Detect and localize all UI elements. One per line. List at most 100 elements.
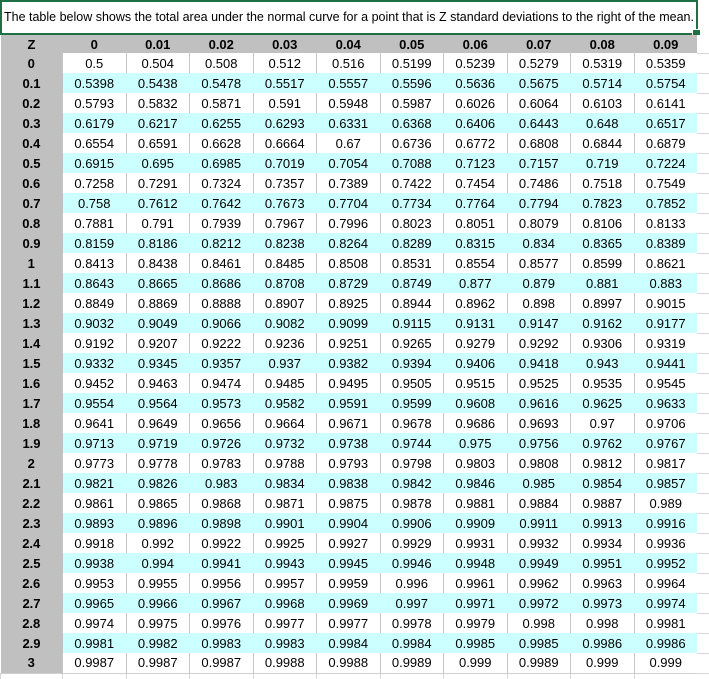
z-value-cell[interactable]: 0.9319 <box>633 333 698 353</box>
row-header[interactable]: 1.2 <box>0 293 63 313</box>
row-header[interactable]: 0 <box>0 53 63 73</box>
z-value-cell[interactable]: 0.6406 <box>443 113 507 133</box>
z-value-cell[interactable]: 0.996 <box>379 573 444 593</box>
z-value-cell[interactable]: 0.9726 <box>189 433 253 453</box>
z-value-cell[interactable]: 0.9495 <box>316 373 381 393</box>
row-header[interactable]: 1 <box>0 253 63 273</box>
z-value-cell[interactable]: 0.9394 <box>380 353 444 373</box>
z-value-cell[interactable]: 0.9803 <box>443 453 508 473</box>
z-value-cell[interactable]: 0.9788 <box>252 453 317 473</box>
z-value-cell[interactable]: 0.9966 <box>126 593 190 613</box>
z-value-cell[interactable]: 0.9971 <box>443 593 507 613</box>
z-value-cell[interactable]: 0.7258 <box>62 173 127 193</box>
z-value-cell[interactable]: 0.8023 <box>379 213 444 233</box>
z-value-cell[interactable]: 0.9952 <box>634 553 698 573</box>
z-value-cell[interactable]: 0.943 <box>570 353 634 373</box>
z-value-cell[interactable]: 0.877 <box>443 273 507 293</box>
z-value-cell[interactable]: 0.9177 <box>634 313 698 333</box>
z-value-cell[interactable]: 0.7612 <box>126 193 190 213</box>
z-value-cell[interactable]: 0.9515 <box>443 373 508 393</box>
z-value-cell[interactable]: 0.5596 <box>380 73 444 93</box>
z-value-cell[interactable]: 0.9756 <box>507 433 571 453</box>
row-header[interactable]: 2.9 <box>0 633 63 653</box>
z-value-cell[interactable]: 0.9974 <box>62 613 127 633</box>
z-value-cell[interactable]: 0.9812 <box>570 453 635 473</box>
z-value-cell[interactable]: 0.7422 <box>379 173 444 193</box>
z-value-cell[interactable]: 0.7324 <box>189 173 254 193</box>
z-value-cell[interactable]: 0.5279 <box>506 53 571 73</box>
z-value-cell[interactable]: 0.7454 <box>443 173 508 193</box>
z-value-cell[interactable]: 0.791 <box>125 213 190 233</box>
z-value-cell[interactable]: 0.9671 <box>316 413 381 433</box>
z-value-cell[interactable]: 0.9783 <box>189 453 254 473</box>
z-value-cell[interactable]: 0.5239 <box>443 53 508 73</box>
z-value-cell[interactable]: 0.9898 <box>189 513 253 533</box>
z-value-cell[interactable]: 0.9969 <box>316 593 380 613</box>
z-value-cell[interactable]: 0.7794 <box>507 193 571 213</box>
z-value-cell[interactable]: 0.6517 <box>634 113 698 133</box>
header-col[interactable]: 0.01 <box>126 35 190 53</box>
z-value-cell[interactable]: 0.591 <box>252 93 317 113</box>
row-header[interactable]: 1.6 <box>0 373 63 393</box>
z-value-cell[interactable]: 0.8531 <box>379 253 444 273</box>
title-cell[interactable]: The table below shows the total area und… <box>0 0 698 35</box>
z-value-cell[interactable]: 0.9976 <box>189 613 254 633</box>
z-value-cell[interactable]: 0.9871 <box>252 493 317 513</box>
z-value-cell[interactable]: 0.9664 <box>252 413 317 433</box>
z-value-cell[interactable]: 0.9778 <box>125 453 190 473</box>
z-value-cell[interactable]: 0.9965 <box>62 593 126 613</box>
z-value-cell[interactable]: 0.5714 <box>570 73 634 93</box>
z-value-cell[interactable]: 0.9909 <box>443 513 507 533</box>
z-value-cell[interactable]: 0.67 <box>316 133 381 153</box>
z-value-cell[interactable]: 0.9913 <box>570 513 634 533</box>
z-value-cell[interactable]: 0.9927 <box>316 533 381 553</box>
z-value-cell[interactable]: 0.9821 <box>62 473 126 493</box>
z-value-cell[interactable]: 0.998 <box>506 613 571 633</box>
z-value-cell[interactable]: 0.5636 <box>443 73 507 93</box>
z-value-cell[interactable]: 0.7673 <box>253 193 317 213</box>
z-value-cell[interactable]: 0.9904 <box>316 513 380 533</box>
row-header[interactable]: 0.7 <box>0 193 63 213</box>
z-value-cell[interactable]: 0.9868 <box>189 493 254 513</box>
z-value-cell[interactable]: 0.9706 <box>633 413 698 433</box>
z-value-cell[interactable]: 0.7389 <box>316 173 381 193</box>
z-value-cell[interactable]: 0.9525 <box>506 373 571 393</box>
z-value-cell[interactable]: 0.9015 <box>633 293 698 313</box>
z-value-cell[interactable]: 0.9773 <box>62 453 127 473</box>
z-value-cell[interactable]: 0.9846 <box>443 473 507 493</box>
header-col[interactable]: 0.05 <box>380 35 444 53</box>
z-value-cell[interactable]: 0.9906 <box>380 513 444 533</box>
z-value-cell[interactable]: 0.9582 <box>253 393 317 413</box>
z-value-cell[interactable]: 0.8508 <box>316 253 381 273</box>
header-col[interactable]: 0.07 <box>507 35 571 53</box>
row-header[interactable]: 1.4 <box>0 333 63 353</box>
z-value-cell[interactable]: 0.9978 <box>379 613 444 633</box>
z-value-cell[interactable]: 0.8686 <box>189 273 253 293</box>
z-value-cell[interactable]: 0.6293 <box>253 113 317 133</box>
z-value-cell[interactable]: 0.9875 <box>316 493 381 513</box>
z-value-cell[interactable]: 0.9979 <box>443 613 508 633</box>
z-value-cell[interactable]: 0.9382 <box>316 353 380 373</box>
z-value-cell[interactable]: 0.989 <box>633 493 698 513</box>
row-header[interactable]: 0.5 <box>0 153 63 173</box>
z-value-cell[interactable]: 0.9963 <box>570 573 635 593</box>
z-value-cell[interactable]: 0.9842 <box>380 473 444 493</box>
z-value-cell[interactable]: 0.8461 <box>189 253 254 273</box>
z-value-cell[interactable]: 0.8907 <box>252 293 317 313</box>
z-value-cell[interactable]: 0.992 <box>125 533 190 553</box>
z-value-cell[interactable]: 0.985 <box>507 473 571 493</box>
z-value-cell[interactable]: 0.8485 <box>252 253 317 273</box>
z-value-cell[interactable]: 0.8621 <box>633 253 698 273</box>
z-value-cell[interactable]: 0.97 <box>570 413 635 433</box>
z-value-cell[interactable]: 0.8599 <box>570 253 635 273</box>
row-header[interactable]: 2.5 <box>0 553 63 573</box>
row-header[interactable]: 1.3 <box>0 313 63 333</box>
z-value-cell[interactable]: 0.7852 <box>634 193 698 213</box>
z-value-cell[interactable]: 0.8389 <box>634 233 698 253</box>
z-value-cell[interactable]: 0.6217 <box>126 113 190 133</box>
z-value-cell[interactable]: 0.9236 <box>252 333 317 353</box>
z-value-cell[interactable]: 0.9834 <box>253 473 317 493</box>
row-header[interactable]: 0.9 <box>0 233 63 253</box>
z-value-cell[interactable]: 0.9887 <box>570 493 635 513</box>
z-value-cell[interactable]: 0.9505 <box>379 373 444 393</box>
